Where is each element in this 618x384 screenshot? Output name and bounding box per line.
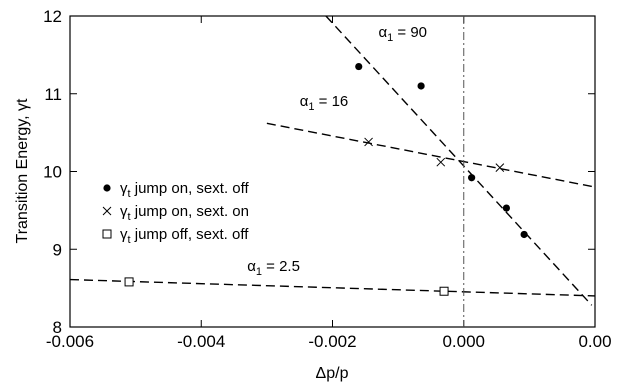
x-axis-title: Δp/p <box>316 365 349 382</box>
data-point-series-1 <box>417 82 425 90</box>
y-tick-label: 9 <box>53 240 62 259</box>
y-tick-label: 12 <box>43 7 62 26</box>
data-point-series-2 <box>495 163 505 172</box>
fit-annotation: α1 = 2.5 <box>247 258 300 278</box>
x-tick-label: -0.004 <box>177 332 225 351</box>
data-point-series-3 <box>124 277 134 287</box>
cross-stroke <box>436 157 446 167</box>
data-point-series-1 <box>520 230 528 239</box>
legend-label: γt jump on, sext. on <box>120 203 249 223</box>
legend-label: γt jump on, sext. off <box>120 180 250 200</box>
fit-annotation: α1 = 16 <box>300 93 349 113</box>
cross-stroke <box>495 163 505 172</box>
legend-marker <box>103 184 111 192</box>
data-point-series-1 <box>468 174 476 182</box>
data-point-series-3 <box>439 286 449 296</box>
x-tick-label: 0.00 <box>578 332 611 351</box>
fit-line <box>70 278 595 297</box>
y-axis-title: Transition Energy, γt <box>14 98 31 244</box>
fit-line <box>325 16 593 306</box>
data-point-series-1 <box>502 204 511 212</box>
data-point-series-2 <box>436 157 446 167</box>
x-tick-label: 0.000 <box>442 332 485 351</box>
y-tick-label: 8 <box>53 318 62 337</box>
data-point-series-1 <box>355 62 363 71</box>
cross-stroke <box>364 137 373 147</box>
fit-line <box>266 122 595 188</box>
y-tick-label: 10 <box>43 163 62 182</box>
y-tick-label: 11 <box>44 85 62 104</box>
x-tick-label: -0.002 <box>308 332 356 351</box>
x-tick-label: -0.006 <box>46 332 94 351</box>
legend-label: γt jump off, sext. off <box>120 226 249 246</box>
legend-marker <box>102 229 112 239</box>
data-point-series-2 <box>364 137 373 147</box>
fit-annotation: α1 = 90 <box>378 24 427 44</box>
cross-stroke <box>102 206 112 216</box>
legend-marker <box>102 206 112 216</box>
